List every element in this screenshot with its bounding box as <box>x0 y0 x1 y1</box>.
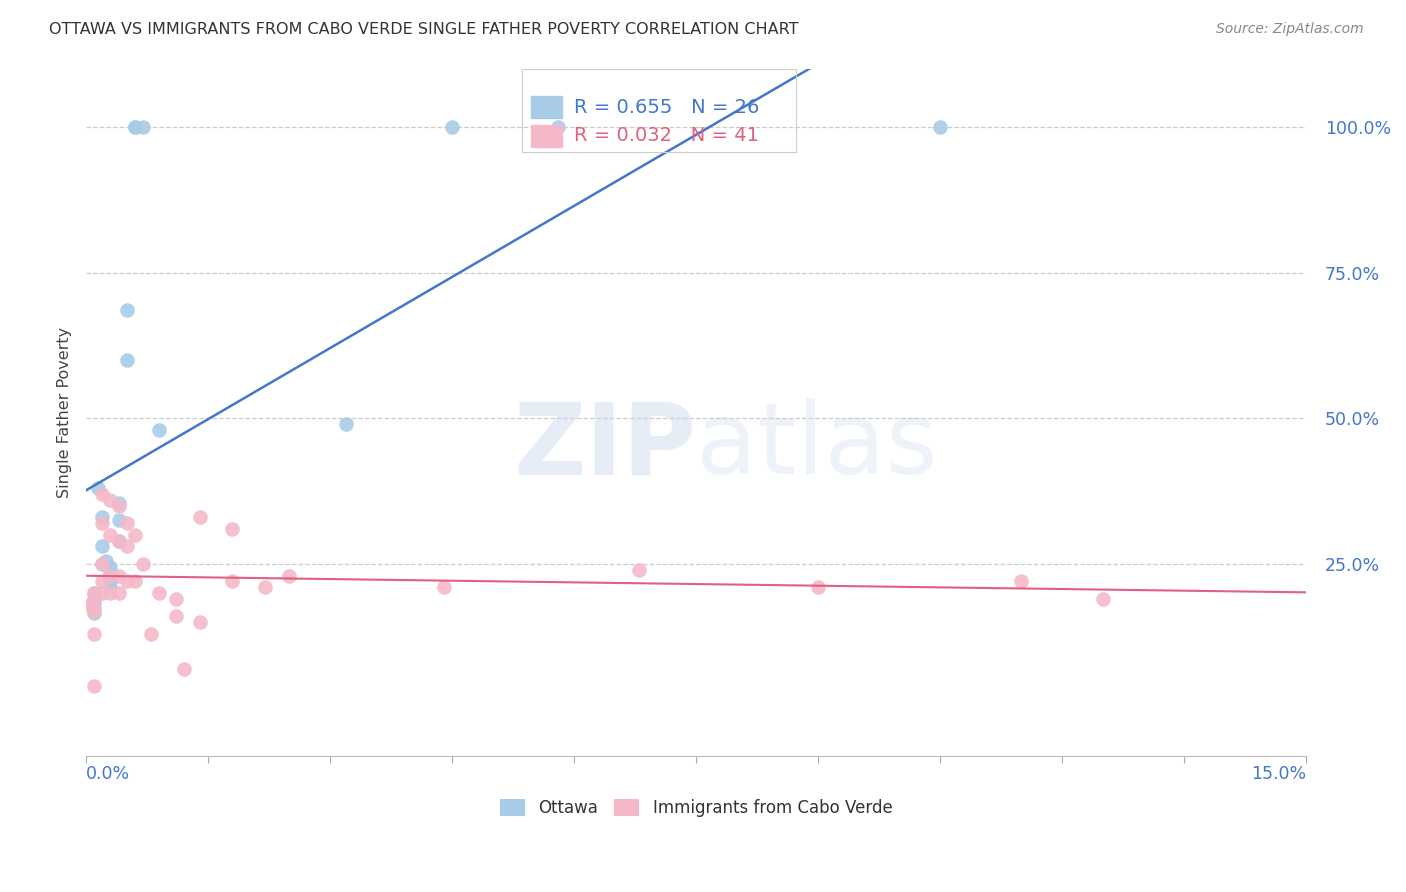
Text: R = 0.032   N = 41: R = 0.032 N = 41 <box>574 127 759 145</box>
Point <box>278 568 301 582</box>
Point <box>83 591 105 606</box>
Point <box>807 580 830 594</box>
Point <box>433 580 456 594</box>
Point <box>124 528 146 542</box>
Legend: Ottawa, Immigrants from Cabo Verde: Ottawa, Immigrants from Cabo Verde <box>494 792 900 823</box>
Point <box>91 487 114 501</box>
Point <box>1091 591 1114 606</box>
Point <box>115 540 138 554</box>
Point <box>107 568 129 582</box>
Point <box>83 679 105 693</box>
Point <box>100 559 122 574</box>
Point <box>124 120 146 134</box>
Text: atlas: atlas <box>696 398 938 495</box>
Point <box>628 563 651 577</box>
Point <box>100 580 122 594</box>
Point <box>83 586 105 600</box>
Point <box>547 120 569 134</box>
Y-axis label: Single Father Poverty: Single Father Poverty <box>58 326 72 498</box>
Point <box>441 120 464 134</box>
Point <box>83 607 105 621</box>
Point <box>148 586 170 600</box>
Point <box>115 353 138 368</box>
Point <box>139 627 162 641</box>
Point <box>1010 574 1032 589</box>
Point <box>107 533 129 548</box>
Point <box>107 586 129 600</box>
Point <box>100 566 122 580</box>
Point <box>221 574 243 589</box>
Text: R = 0.655   N = 26: R = 0.655 N = 26 <box>574 97 759 117</box>
Point <box>188 615 211 630</box>
Point <box>96 554 118 568</box>
Point <box>165 591 187 606</box>
Point <box>91 557 114 571</box>
Point <box>87 481 110 495</box>
Point <box>91 540 114 554</box>
Point <box>124 120 146 134</box>
Point <box>100 528 122 542</box>
Point <box>253 580 276 594</box>
Point <box>83 627 105 641</box>
Point <box>107 496 129 510</box>
Point <box>100 574 122 589</box>
Text: Source: ZipAtlas.com: Source: ZipAtlas.com <box>1216 22 1364 37</box>
Point <box>173 662 195 676</box>
Point <box>83 603 105 617</box>
Point <box>100 586 122 600</box>
Point <box>91 586 114 600</box>
Point <box>107 499 129 513</box>
Text: 15.0%: 15.0% <box>1251 765 1306 783</box>
Text: 0.0%: 0.0% <box>86 765 131 783</box>
Point <box>165 609 187 624</box>
Point <box>83 586 105 600</box>
Point <box>132 557 155 571</box>
Point <box>100 492 122 507</box>
Point <box>83 595 105 609</box>
Point <box>79 598 101 612</box>
Point <box>124 574 146 589</box>
Point <box>335 417 357 431</box>
Point <box>91 574 114 589</box>
Point <box>929 120 952 134</box>
Point <box>100 568 122 582</box>
Point <box>221 522 243 536</box>
Point <box>188 510 211 524</box>
FancyBboxPatch shape <box>531 125 562 147</box>
Point <box>83 600 105 615</box>
Point <box>132 120 155 134</box>
FancyBboxPatch shape <box>531 96 562 118</box>
Point <box>115 574 138 589</box>
Point <box>107 533 129 548</box>
Point <box>91 516 114 530</box>
Point <box>91 510 114 524</box>
Point <box>115 516 138 530</box>
Point <box>148 423 170 437</box>
Text: OTTAWA VS IMMIGRANTS FROM CABO VERDE SINGLE FATHER POVERTY CORRELATION CHART: OTTAWA VS IMMIGRANTS FROM CABO VERDE SIN… <box>49 22 799 37</box>
Point <box>107 513 129 527</box>
Point <box>115 303 138 318</box>
Text: ZIP: ZIP <box>513 398 696 495</box>
Point <box>91 557 114 571</box>
